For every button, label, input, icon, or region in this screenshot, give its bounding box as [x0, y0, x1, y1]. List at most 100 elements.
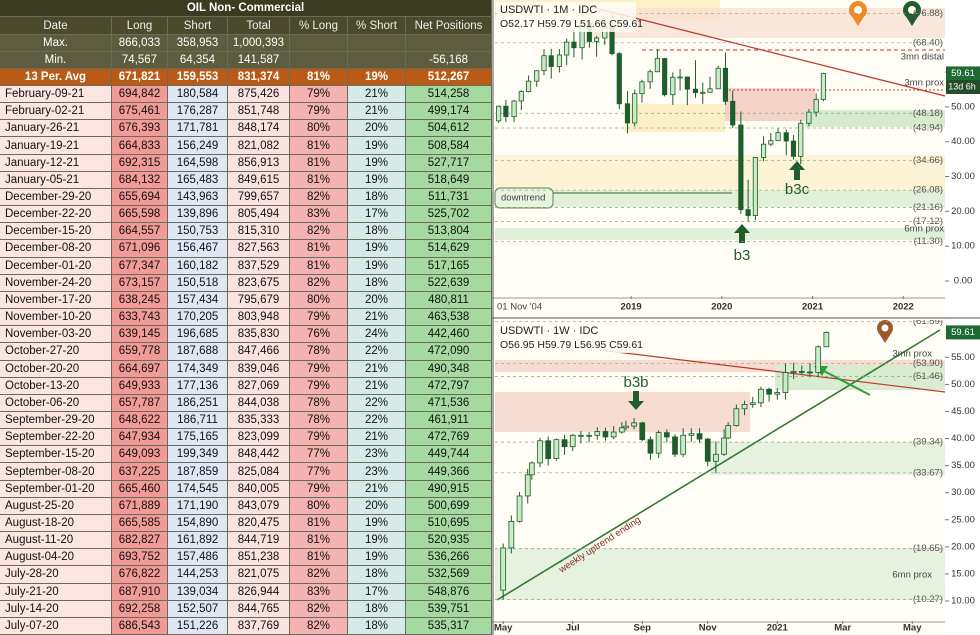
- y-tick-label: 25.00: [951, 514, 975, 525]
- y-tick-label: 10.00: [951, 595, 975, 606]
- data-row: December-15-20 664,557 150,753 815,310 82% 18…: [0, 223, 492, 241]
- candle-body: [707, 88, 713, 93]
- candle-body: [528, 462, 535, 476]
- table-cell: July-21-20: [0, 583, 112, 601]
- candle-body: [516, 495, 523, 522]
- table-cell: 856,913: [228, 154, 290, 172]
- table-cell: 83%: [290, 206, 348, 224]
- y-tick-label: 55.00: [951, 352, 975, 363]
- table-cell: 647,934: [112, 429, 168, 447]
- table-cell: 692,315: [112, 154, 168, 172]
- table-cell: 820,475: [228, 514, 290, 533]
- table-cell: 150,518: [168, 274, 228, 292]
- column-header: Short: [168, 17, 228, 35]
- data-row: November-03-20 639,145 196,685 835,830 76% 24…: [0, 326, 492, 344]
- table-cell: 525,702: [406, 206, 492, 224]
- table-cell: 174,349: [168, 360, 228, 378]
- table-cell: 848,442: [228, 446, 290, 464]
- table-cell: 539,751: [406, 600, 492, 618]
- table-cell: 151,226: [168, 617, 228, 635]
- table-cell: July-28-20: [0, 566, 112, 584]
- summary-row: Max. 866,033 358,953 1,000,393: [0, 35, 492, 52]
- table-cell: 79%: [290, 86, 348, 104]
- table-cell: 79%: [290, 309, 348, 327]
- y-tick-label: 30.00: [951, 487, 975, 498]
- table-cell: February-09-21: [0, 86, 112, 104]
- table-cell: 637,225: [112, 463, 168, 481]
- chart-header-bg: [496, 323, 636, 353]
- x-tick-label: 2020: [711, 302, 732, 313]
- candle-body: [766, 388, 772, 395]
- level-label: (61.59): [913, 316, 943, 327]
- candle-body: [662, 58, 668, 96]
- table-cell: November-10-20: [0, 309, 112, 327]
- y-tick-label: 40.00: [951, 433, 975, 444]
- table-cell: 19%: [348, 171, 406, 189]
- candle-body: [569, 434, 576, 448]
- chart-title: USDWTI · 1M · IDC: [500, 4, 597, 16]
- annotation: downtrend: [501, 193, 545, 204]
- candle-body: [623, 425, 629, 429]
- data-row: January-05-21 684,132 165,483 849,615 81% 19%…: [0, 171, 492, 189]
- table-cell: 21%: [348, 103, 406, 121]
- table-cell: October-06-20: [0, 394, 112, 412]
- table-cell: 19%: [348, 549, 406, 567]
- table-cell: 849,615: [228, 171, 290, 189]
- data-row: September-08-20 637,225 187,859 825,084 77% 2…: [0, 463, 492, 481]
- table-cell: 548,876: [406, 583, 492, 601]
- table-cell: 500,699: [406, 497, 492, 515]
- candle-body: [713, 453, 719, 462]
- level-label: (51.46): [913, 371, 943, 382]
- table-cell: 664,557: [112, 223, 168, 241]
- table-cell: 150,753: [168, 223, 228, 241]
- candle-body: [752, 157, 758, 216]
- data-row: August-04-20 693,752 157,486 851,238 81% 19% 5…: [0, 549, 492, 567]
- annotation: 6mn prox: [892, 570, 932, 581]
- table-cell: 510,695: [406, 514, 492, 533]
- table-cell: September-01-20: [0, 480, 112, 498]
- candle-body: [602, 431, 609, 438]
- table-cell: 20%: [348, 497, 406, 515]
- summary-cell: 81%: [290, 69, 348, 86]
- candle-body: [745, 209, 751, 216]
- summary-cell: 831,374: [228, 69, 290, 86]
- candle-body: [594, 37, 600, 42]
- table-cell: 843,079: [228, 497, 290, 515]
- level-label: (21.16): [913, 202, 943, 213]
- summary-cell: 64,354: [168, 52, 228, 69]
- header-row: Date Long Short Total% Long% Short Net Posit…: [0, 17, 492, 35]
- candle-body: [561, 439, 568, 448]
- x-tick-label: Mar: [834, 623, 851, 634]
- weekly-zones: [495, 320, 946, 601]
- monthly-zones: [494, 0, 946, 243]
- y-tick-label: 0.00: [954, 276, 973, 287]
- table-cell: 837,769: [228, 617, 290, 635]
- table-cell: 19%: [348, 240, 406, 258]
- table-cell: 83%: [290, 583, 348, 601]
- candle-body: [578, 434, 584, 437]
- data-row: February-02-21 675,461 176,287 851,748 79% 21…: [0, 103, 492, 121]
- table-cell: 514,629: [406, 240, 492, 258]
- candle-body: [692, 88, 699, 94]
- table-cell: 80%: [290, 291, 348, 310]
- x-tick-label: May: [903, 623, 922, 634]
- table-cell: 671,096: [112, 240, 168, 258]
- table-cell: 504,612: [406, 120, 492, 138]
- table-cell: September-29-20: [0, 411, 112, 430]
- table-cell: August-04-20: [0, 549, 112, 567]
- level-label: (34.66): [913, 155, 943, 166]
- table-cell: December-08-20: [0, 240, 112, 258]
- data-row: October-13-20 649,933 177,136 827,069 79% 21%…: [0, 377, 492, 395]
- table-cell: 171,781: [168, 120, 228, 138]
- table-cell: 21%: [348, 360, 406, 378]
- table-cell: 82%: [290, 617, 348, 635]
- table-cell: 80%: [290, 497, 348, 515]
- candle-body: [655, 432, 662, 454]
- countdown-bg: [946, 80, 980, 94]
- table-cell: 839,046: [228, 360, 290, 378]
- summary-cell: [406, 35, 492, 52]
- table-cell: 79%: [290, 377, 348, 395]
- table-cell: 18%: [348, 223, 406, 241]
- summary-cell: 866,033: [112, 35, 168, 52]
- table-cell: 815,310: [228, 223, 290, 241]
